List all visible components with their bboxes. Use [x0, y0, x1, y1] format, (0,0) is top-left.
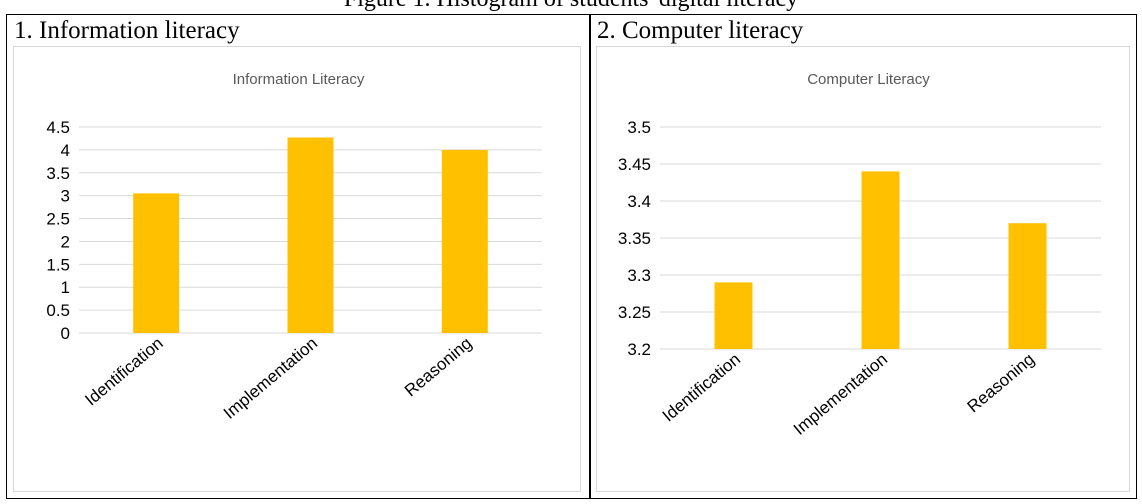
computer-bar-identification [714, 282, 753, 349]
information-bar-identification [133, 193, 180, 333]
information-y-tick-label: 3.5 [46, 164, 70, 183]
computer-y-tick-label: 3.35 [618, 229, 651, 248]
computer-y-tick-label: 3.4 [627, 192, 651, 211]
computer-y-tick-label: 3.45 [618, 155, 651, 174]
information-y-tick-label: 1 [61, 278, 70, 297]
information-bar-reasoning [441, 149, 488, 333]
computer-bar-reasoning [1008, 223, 1047, 349]
information-y-tick-label: 0.5 [46, 301, 70, 320]
information-y-tick-label: 4 [61, 141, 70, 160]
information-literacy-chart: Information Literacy 0 0.5 1 1.5 2 2.5 3 3.5 4 4.5… [13, 46, 581, 492]
panel-divider [589, 14, 591, 499]
computer-y-tick-label: 3.25 [618, 303, 651, 322]
information-literacy-chart-svg: Information Literacy 0 0.5 1 1.5 2 2.5 3 3.5 4 4.5… [46, 71, 542, 423]
computer-literacy-chart-svg: Computer Literacy 3.2 3.25 3.3 3.35 3.4 3.45 3.… [618, 71, 1101, 439]
computer-category-label: Reasoning [964, 350, 1038, 417]
computer-category-label: Implementation [790, 350, 891, 439]
information-chart-title: Information Literacy [233, 71, 365, 88]
computer-y-tick-label: 3.2 [627, 340, 651, 359]
figure-frame [6, 14, 1137, 499]
information-category-label: Identification [81, 334, 166, 410]
computer-literacy-chart: Computer Literacy 3.2 3.25 3.3 3.35 3.4 3.45 3.… [596, 46, 1130, 492]
information-y-tick-label: 3 [61, 187, 70, 206]
computer-y-tick-label: 3.3 [627, 266, 651, 285]
information-y-tick-label: 1.5 [46, 255, 70, 274]
computer-category-label: Identification [659, 350, 744, 426]
information-category-label: Reasoning [401, 334, 475, 401]
information-category-label: Implementation [220, 334, 321, 423]
panel-label-1: 1. Information literacy [14, 17, 240, 44]
computer-y-tick-label: 3.5 [627, 118, 651, 137]
computer-bar-implementation [861, 171, 900, 349]
information-y-tick-label: 4.5 [46, 118, 70, 137]
information-bar-implementation [287, 137, 334, 333]
information-y-tick-label: 2 [61, 232, 70, 251]
information-y-tick-label: 0 [61, 324, 70, 343]
information-y-tick-label: 2.5 [46, 210, 70, 229]
panel-label-2: 2. Computer literacy [597, 17, 804, 44]
computer-chart-title: Computer Literacy [807, 71, 930, 88]
figure-caption: Figure 1. Histogram of students' digital… [0, 0, 1142, 14]
